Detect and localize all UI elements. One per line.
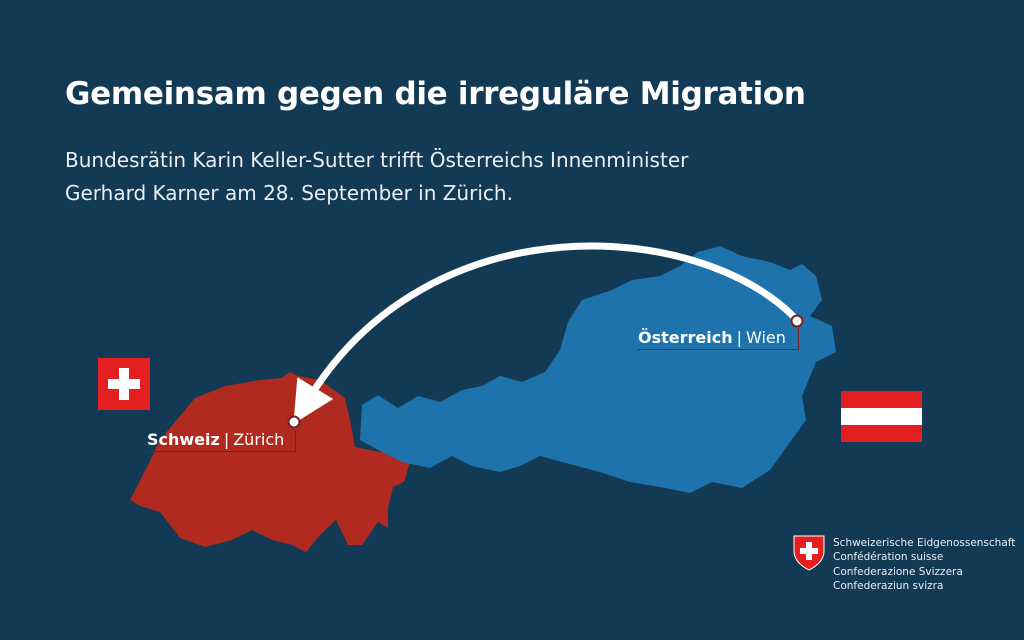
logo-line: Schweizerische Eidgenossenschaft bbox=[833, 537, 1016, 549]
logo-line: Confederazione Svizzera bbox=[833, 565, 963, 578]
country-name: Schweiz bbox=[147, 430, 220, 449]
logo-line: Confédération suisse bbox=[833, 551, 944, 564]
austria-label: Österreich | Wien bbox=[638, 328, 799, 350]
federal-administration-logo-text: Schweizerische Eidgenossenschaft Confédé… bbox=[833, 536, 1015, 593]
subtitle-line: Gerhard Karner am 28. September in Züric… bbox=[65, 181, 513, 205]
country-name: Österreich bbox=[638, 328, 733, 347]
headline: Gemeinsam gegen die irreguläre Migration bbox=[65, 76, 806, 112]
austrian-flag bbox=[841, 391, 922, 442]
wien-marker bbox=[790, 314, 804, 328]
subtitle: Bundesrätin Karin Keller-Sutter trifft Ö… bbox=[65, 144, 688, 210]
zurich-marker bbox=[287, 415, 301, 429]
austria-shape bbox=[360, 246, 836, 493]
city-name: Zürich bbox=[233, 430, 285, 449]
migration-arrow bbox=[293, 242, 798, 424]
swiss-flag bbox=[98, 358, 150, 410]
swiss-coat-of-arms-icon bbox=[793, 535, 825, 571]
switzerland-label: Schweiz | Zürich bbox=[147, 430, 296, 452]
city-name: Wien bbox=[746, 328, 786, 347]
subtitle-line: Bundesrätin Karin Keller-Sutter trifft Ö… bbox=[65, 148, 689, 172]
switzerland-shape bbox=[130, 372, 410, 552]
logo-line: Confederaziun svizra bbox=[833, 579, 944, 592]
